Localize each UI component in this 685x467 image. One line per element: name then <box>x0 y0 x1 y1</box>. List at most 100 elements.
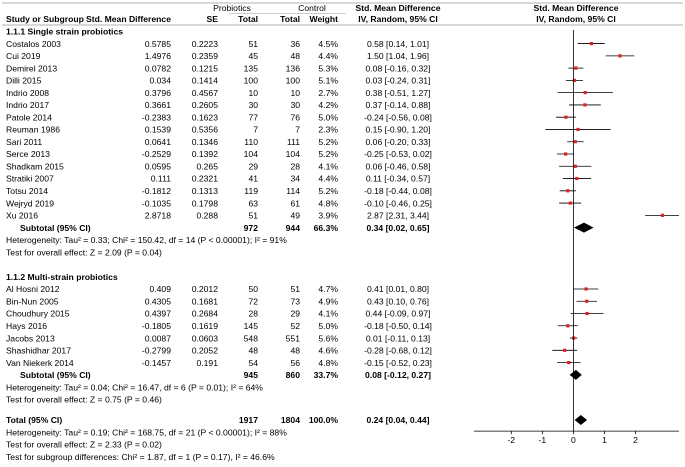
study-ci: -0.18 [-0.50, 0.14] <box>364 321 432 331</box>
study-total-probiotics: 29 <box>248 161 258 171</box>
study-ci: -0.18 [-0.44, 0.08] <box>364 186 432 196</box>
study-smd: 0.409 <box>149 284 171 294</box>
study-smd: 1.4976 <box>145 51 172 61</box>
subtotal-ci: 0.08 [-0.12, 0.27] <box>365 370 431 380</box>
study-total-control: 114 <box>286 186 300 196</box>
study-name: Stratiki 2007 <box>6 174 54 184</box>
study-se: 0.1414 <box>192 76 219 86</box>
table-header: Probiotics Control Study or Subgroup Std. M… <box>2 2 683 26</box>
study-weight: 4.8% <box>318 358 338 368</box>
study-weight: 4.4% <box>318 51 338 61</box>
study-weight: 3.9% <box>318 211 338 221</box>
header-control: Control <box>298 3 326 13</box>
group-label: 1.1.2 Multi-strain probiotics <box>6 272 118 282</box>
study-se: 0.1623 <box>192 112 219 122</box>
total-control: 1804 <box>281 415 300 425</box>
study-estimate-marker <box>573 140 577 144</box>
study-smd: 0.4397 <box>145 309 172 319</box>
subtotal-total-control: 944 <box>286 223 301 233</box>
study-name: Wejryd 2019 <box>6 198 54 208</box>
study-estimate-marker <box>583 91 587 95</box>
subtotal-label: Subtotal (95% CI) <box>20 370 91 380</box>
x-axis-tick-label: 0 <box>571 435 576 445</box>
study-se: 0.2684 <box>192 309 219 319</box>
study-smd: 0.1539 <box>145 125 172 135</box>
overall-effect-text: Test for overall effect: Z = 0.75 (P = 0… <box>6 395 162 405</box>
study-weight: 5.2% <box>318 186 338 196</box>
study-total-control: 51 <box>290 284 300 294</box>
study-ci: 0.06 [-0.20, 0.33] <box>366 137 431 147</box>
study-estimate-marker <box>574 66 578 70</box>
study-name: Bin-Nun 2005 <box>6 296 59 306</box>
x-axis-tick-label: 1 <box>602 435 607 445</box>
study-total-probiotics: 48 <box>248 346 258 356</box>
header-plot-title: Std. Mean Difference <box>533 3 618 13</box>
study-total-probiotics: 145 <box>244 321 259 331</box>
study-total-control: 36 <box>290 39 300 49</box>
study-se: 0.265 <box>196 161 218 171</box>
study-ci: -0.25 [-0.53, 0.02] <box>364 149 432 159</box>
header-study: Study or Subgroup <box>6 14 84 24</box>
study-ci: 0.15 [-0.90, 1.20] <box>366 125 431 135</box>
total-diamond <box>574 414 588 425</box>
study-weight: 4.8% <box>318 198 338 208</box>
study-total-probiotics: 50 <box>248 284 258 294</box>
study-total-control: 10 <box>290 88 300 98</box>
study-se: 0.2052 <box>192 346 219 356</box>
study-total-probiotics: 51 <box>248 39 258 49</box>
study-se: 0.2223 <box>192 39 219 49</box>
study-estimate-marker <box>660 213 665 217</box>
study-total-control: 136 <box>286 63 301 73</box>
study-se: 0.5356 <box>192 125 219 135</box>
table-body: 1.1.1 Single strain probiotics Costalos 2… <box>6 27 432 462</box>
study-smd: 0.111 <box>151 174 171 184</box>
study-se: 0.288 <box>196 211 218 221</box>
study-se: 0.1346 <box>192 137 219 147</box>
study-name: Totsu 2014 <box>6 186 48 196</box>
header-effect-sub: IV, Random, 95% CI <box>358 14 437 24</box>
study-smd: 0.3796 <box>145 88 172 98</box>
study-weight: 5.2% <box>318 149 338 159</box>
subtotal-weight: 66.3% <box>314 223 339 233</box>
study-total-probiotics: 135 <box>244 63 259 73</box>
plot-area: -2 -1 0 1 2 <box>474 30 679 445</box>
study-estimate-marker <box>584 287 588 291</box>
study-weight: 4.4% <box>318 174 338 184</box>
study-estimate-marker <box>568 201 572 205</box>
study-total-control: 48 <box>290 346 300 356</box>
study-name: Xu 2016 <box>6 211 38 221</box>
study-estimate-marker <box>572 78 576 82</box>
footer-heterogeneity: Heterogeneity: Tau² = 0.19; Chi² = 168.7… <box>6 427 287 437</box>
study-weight: 4.2% <box>318 100 338 110</box>
study-se: 0.2012 <box>192 284 219 294</box>
study-name: Sari 2011 <box>6 137 42 147</box>
study-weight: 4.5% <box>318 39 338 49</box>
study-weight: 5.3% <box>318 63 338 73</box>
subtotal-label: Subtotal (95% CI) <box>20 223 91 233</box>
study-total-probiotics: 10 <box>248 88 258 98</box>
study-estimate-marker <box>567 360 571 365</box>
study-smd: -0.1035 <box>142 198 171 208</box>
study-total-control: 29 <box>290 309 300 319</box>
study-total-control: 100 <box>286 76 301 86</box>
study-total-probiotics: 45 <box>248 51 258 61</box>
study-se: 0.0603 <box>192 333 219 343</box>
study-total-probiotics: 63 <box>248 198 258 208</box>
header-effect-title: Std. Mean Difference <box>355 3 440 13</box>
study-ci: 0.03 [-0.24, 0.31] <box>366 76 431 86</box>
study-ci: 0.01 [-0.11, 0.13] <box>366 333 430 343</box>
study-total-probiotics: 7 <box>253 125 258 135</box>
study-total-probiotics: 41 <box>248 174 258 184</box>
header-probiotics: Probiotics <box>213 3 251 13</box>
x-axis-tick-label: -1 <box>539 435 547 445</box>
study-total-control: 30 <box>290 100 300 110</box>
study-ci: 0.44 [-0.09, 0.97] <box>366 309 431 319</box>
total-weight: 100.0% <box>309 415 339 425</box>
study-se: 0.1313 <box>192 186 219 196</box>
study-weight: 4.1% <box>318 161 338 171</box>
study-total-probiotics: 28 <box>248 309 258 319</box>
study-ci: -0.28 [-0.68, 0.12] <box>364 346 432 356</box>
study-name: Al Hosni 2012 <box>6 284 60 294</box>
study-total-control: 61 <box>290 198 300 208</box>
